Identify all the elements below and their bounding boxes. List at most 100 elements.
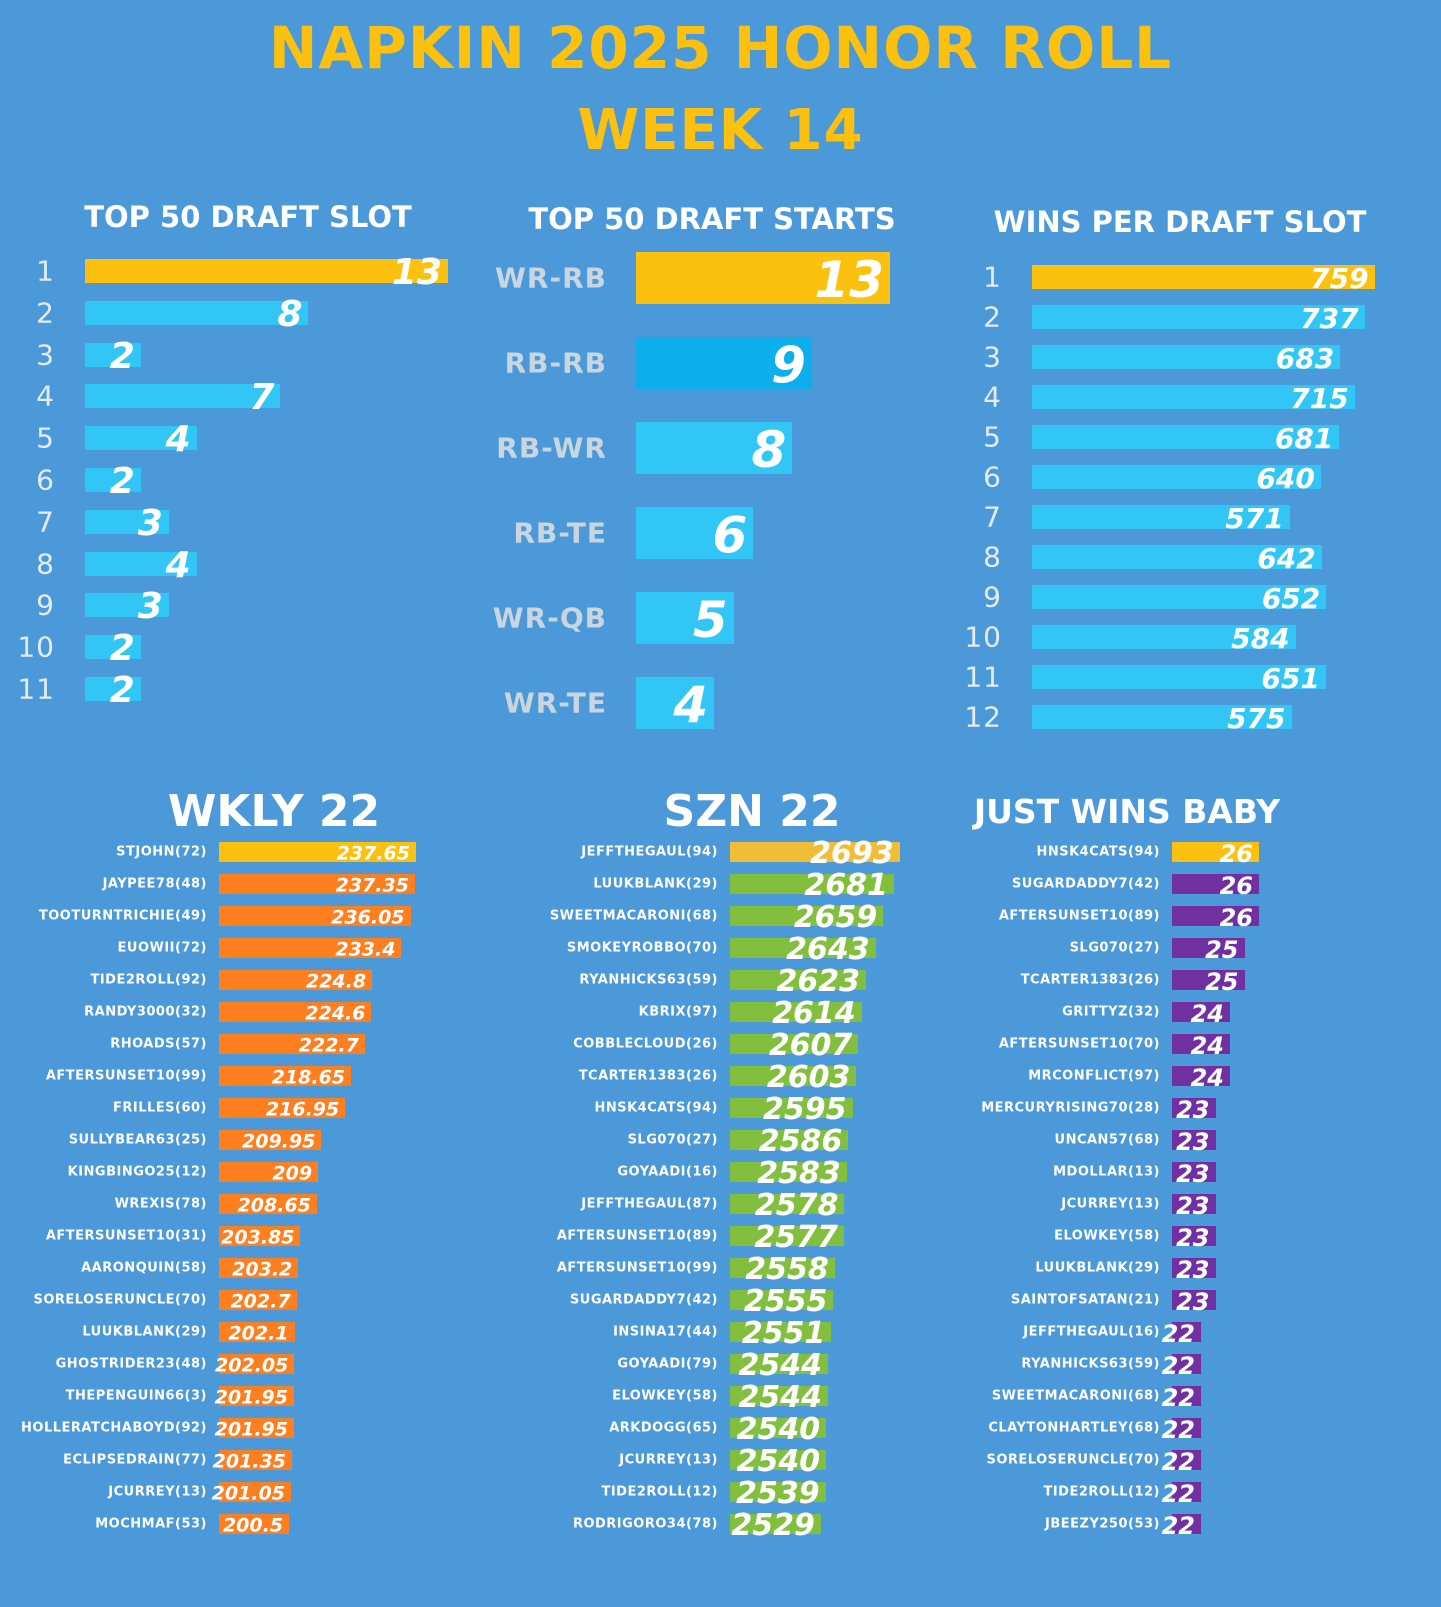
- category-label: RHOADS(57): [110, 1036, 207, 1052]
- bar: [1172, 906, 1259, 926]
- bar: [1172, 1002, 1230, 1022]
- bar: [219, 842, 416, 862]
- category-label: 12: [964, 700, 1002, 734]
- bar: [730, 906, 884, 926]
- category-label: WR-QB: [492, 601, 607, 635]
- bar: [730, 1002, 862, 1022]
- category-label: SWEETMACARONI(68): [549, 908, 718, 924]
- value-label: 237.65: [336, 842, 410, 865]
- value-label: 202.7: [230, 1290, 291, 1313]
- category-label: ARKDOGG(65): [609, 1420, 718, 1436]
- value-label: 209: [272, 1162, 313, 1185]
- value-label: 651: [1261, 662, 1320, 695]
- category-label: SLG070(27): [627, 1132, 718, 1148]
- value-label: 202.1: [228, 1322, 289, 1345]
- value-label: 2558: [745, 1252, 829, 1287]
- value-label: 584: [1231, 622, 1290, 655]
- category-label: 5: [983, 420, 1002, 454]
- value-label: 22: [1161, 1320, 1195, 1348]
- value-label: 9: [771, 336, 806, 394]
- bar: [1172, 1290, 1216, 1310]
- bar: [1172, 1322, 1201, 1342]
- bar: [219, 1354, 295, 1374]
- category-label: AFTERSUNSET10(31): [45, 1228, 207, 1244]
- category-label: TCARTER1383(26): [1020, 972, 1160, 988]
- category-label: 8: [36, 547, 55, 581]
- bar: [85, 259, 448, 283]
- value-label: 2: [109, 335, 135, 377]
- value-label: 2544: [738, 1380, 823, 1415]
- bar: [1032, 705, 1292, 729]
- main-title: NAPKIN 2025 HONOR ROLL: [268, 14, 1173, 82]
- category-label: LUUKBLANK(29): [593, 876, 718, 892]
- bar: [1172, 1450, 1201, 1470]
- value-label: 2614: [772, 996, 856, 1031]
- bar: [1172, 1514, 1201, 1534]
- category-label: 10: [17, 630, 55, 664]
- category-label: SULLYBEAR63(25): [68, 1132, 207, 1148]
- bar: [85, 342, 141, 367]
- category-label: 5: [36, 421, 55, 455]
- bar: [219, 1130, 322, 1150]
- category-label: 8: [983, 540, 1002, 574]
- bar: [219, 1290, 297, 1310]
- bar: [730, 970, 866, 990]
- bar: [636, 507, 754, 559]
- value-label: 8: [751, 421, 787, 479]
- category-label: GOYAADI(79): [617, 1356, 718, 1372]
- bar: [1172, 1418, 1201, 1438]
- bar: [219, 1066, 352, 1086]
- category-label: ELOWKEY(58): [1054, 1228, 1160, 1244]
- category-label: 4: [36, 379, 55, 413]
- bar: [636, 677, 715, 729]
- bar: [730, 1066, 857, 1086]
- category-label: JCURREY(13): [619, 1452, 718, 1468]
- category-label: AFTERSUNSET10(89): [556, 1228, 718, 1244]
- category-label: GOYAADI(16): [617, 1164, 718, 1180]
- bar: [730, 1450, 827, 1470]
- category-label: SAINTOFSATAN(21): [1010, 1292, 1160, 1308]
- value-label: 23: [1176, 1096, 1210, 1124]
- category-label: RYANHICKS63(59): [1021, 1356, 1160, 1372]
- category-label: JCURREY(13): [108, 1484, 207, 1500]
- value-label: 22: [1161, 1384, 1195, 1412]
- value-label: 22: [1161, 1352, 1195, 1380]
- category-label: RB-WR: [496, 431, 607, 465]
- bar: [85, 593, 169, 618]
- bar: [1032, 345, 1341, 369]
- value-label: 4: [165, 544, 191, 586]
- bar: [1172, 1098, 1216, 1118]
- bar: [219, 1514, 290, 1534]
- category-label: MDOLLAR(13): [1053, 1164, 1160, 1180]
- category-label: JBEEZY250(53): [1045, 1516, 1160, 1532]
- category-label: GHOSTRIDER23(48): [55, 1356, 207, 1372]
- bar: [219, 1258, 299, 1278]
- value-label: 2540: [736, 1444, 821, 1479]
- value-label: 2: [109, 461, 135, 502]
- value-label: 224.8: [305, 970, 367, 993]
- chart-title-just-wins: JUST WINS BABY: [973, 792, 1281, 831]
- value-label: 22: [1161, 1512, 1195, 1540]
- value-label: 24: [1190, 1064, 1224, 1092]
- value-label: 22: [1161, 1480, 1195, 1508]
- value-label: 2578: [754, 1188, 839, 1223]
- category-label: LUUKBLANK(29): [1035, 1260, 1160, 1276]
- bar: [219, 1322, 295, 1342]
- bar: [730, 1130, 849, 1150]
- value-label: 3: [137, 586, 163, 628]
- bar: [730, 1354, 829, 1374]
- value-label: 25: [1205, 968, 1239, 996]
- bar: [636, 422, 793, 474]
- bar: [1032, 305, 1365, 329]
- value-label: 202.05: [215, 1354, 289, 1377]
- bar: [1032, 585, 1327, 609]
- bar: [219, 1194, 317, 1214]
- category-label: AFTERSUNSET10(99): [45, 1068, 207, 1084]
- value-label: 23: [1176, 1224, 1210, 1252]
- category-label: SORELOSERUNCLE(70): [986, 1452, 1160, 1468]
- bar: [1172, 1034, 1230, 1054]
- bar: [1032, 425, 1340, 449]
- category-label: 11: [17, 672, 55, 706]
- chart-title-wkly: WKLY 22: [167, 786, 381, 837]
- category-label: THEPENGUIN66(3): [65, 1388, 207, 1404]
